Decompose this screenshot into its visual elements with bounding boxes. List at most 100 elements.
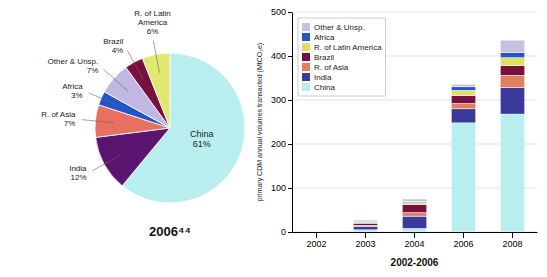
legend-label: China — [314, 83, 335, 92]
x-tick-mark — [316, 232, 317, 238]
bar-segment — [304, 231, 329, 232]
y-tick: 0 — [281, 227, 292, 237]
slice-label-line: R. of Latin — [134, 9, 170, 18]
bar-segment — [451, 87, 476, 91]
slice-labels: China61%India12%R. of Asia7%Africa3%Othe… — [41, 9, 213, 181]
y-axis-title: primary CDM annual volumes transacted (M… — [256, 43, 264, 201]
bar-segment — [500, 88, 525, 114]
leader-line — [89, 93, 119, 106]
y-tick-mark — [288, 12, 292, 13]
x-tick: 2008 — [502, 232, 522, 249]
leader-line — [153, 41, 159, 73]
bar-segment — [500, 52, 525, 57]
slice-value-label: 7% — [64, 119, 76, 128]
y-tick-label: 100 — [271, 183, 286, 193]
slices — [95, 53, 245, 203]
slice-label: China — [190, 129, 214, 139]
slice-label: Brazil — [103, 37, 123, 46]
bar-segment — [353, 226, 378, 230]
x-tick-mark — [512, 232, 513, 238]
slice-label: Other & Unsp. — [48, 57, 99, 66]
y-tick-label: 500 — [271, 7, 286, 17]
bar-segment — [353, 223, 378, 225]
legend-swatch — [302, 63, 310, 71]
bar-segment — [500, 66, 525, 76]
bar-segment — [304, 231, 329, 232]
legend-label: Africa — [314, 33, 335, 42]
slice-label-line: India — [69, 164, 87, 173]
y-tick: 500 — [271, 7, 292, 17]
bar-segment — [451, 109, 476, 123]
bar-segment — [304, 231, 329, 232]
x-tick-label: 2004 — [404, 239, 424, 249]
y-axis: 0100200300400500 — [271, 7, 293, 237]
bar-segment — [304, 231, 329, 232]
legend-swatch — [302, 43, 310, 51]
leader-line — [92, 155, 120, 171]
bar-segment — [304, 231, 329, 232]
legend-box — [298, 18, 386, 96]
bars — [304, 40, 525, 232]
y-tick-label: 300 — [271, 95, 286, 105]
chart-svg: China61%India12%R. of Asia7%Africa3%Othe… — [0, 0, 547, 277]
y-tick: 300 — [271, 95, 292, 105]
slice-value-label: 61% — [193, 139, 211, 149]
x-tick: 2002 — [306, 232, 326, 249]
leader-line — [82, 120, 114, 123]
bar-segment — [500, 40, 525, 52]
bar-segment — [500, 58, 525, 66]
x-tick-mark — [463, 232, 464, 238]
x-tick-label: 2008 — [502, 239, 522, 249]
bar-segment — [451, 90, 476, 95]
legend-label: R. of Latin America — [314, 43, 382, 52]
legend-swatch — [302, 83, 310, 91]
bar-segment — [451, 84, 476, 87]
slice-value-label: 6% — [147, 27, 159, 36]
bar-segment — [500, 114, 525, 232]
y-tick: 200 — [271, 139, 292, 149]
slice-label: Africa — [62, 82, 83, 91]
x-tick-label: 2006 — [453, 239, 473, 249]
grid-line — [292, 12, 537, 13]
legend: Other & Unsp.AfricaR. of Latin AmericaBr… — [298, 18, 386, 96]
slice-label: R. of Asia — [41, 110, 76, 119]
bar-segment — [500, 75, 525, 87]
bar-segment — [402, 216, 427, 228]
x-tick-label: 2003 — [355, 239, 375, 249]
axis-line — [292, 13, 293, 233]
x-axis-title: 2002-2006 — [391, 257, 439, 268]
bar-segment — [353, 230, 378, 232]
slice — [142, 53, 170, 128]
bar-segment — [451, 104, 476, 109]
grid — [292, 12, 537, 232]
y-tick-mark — [288, 56, 292, 57]
slice-label-line: China — [190, 129, 214, 139]
slice-label-line: Other & Unsp. — [48, 57, 99, 66]
x-tick: 2004 — [404, 232, 424, 249]
legend-label: Other & Unsp. — [314, 23, 365, 32]
x-tick-mark — [414, 232, 415, 238]
leader-line — [104, 69, 128, 90]
slice-value-label: 7% — [87, 66, 99, 75]
legend-swatch — [302, 53, 310, 61]
bar-segment — [304, 231, 329, 232]
slice-label-line: America — [138, 18, 168, 27]
x-tick-label: 2002 — [306, 239, 326, 249]
x-tick: 2003 — [355, 232, 375, 249]
slice-value-label: 3% — [71, 91, 83, 100]
bar-segment — [451, 96, 476, 104]
bar-segment — [402, 228, 427, 232]
x-axis: 2002 2003 2004 2006 2008 — [293, 232, 538, 249]
legend-label: R. of Asia — [314, 63, 349, 72]
legend-swatch — [302, 23, 310, 31]
y-tick-mark — [288, 100, 292, 101]
slice-label-line: R. of Asia — [41, 110, 76, 119]
slice-value-label: 12% — [70, 173, 86, 182]
bar-segment — [402, 203, 427, 205]
bar-segment — [353, 220, 378, 222]
x-tick: 2006 — [453, 232, 473, 249]
bar-segment — [304, 231, 329, 232]
slice-label-line: Africa — [62, 82, 83, 91]
bar-chart: 200220032004200620080100200300400500prim… — [256, 7, 538, 268]
slice — [96, 128, 170, 186]
